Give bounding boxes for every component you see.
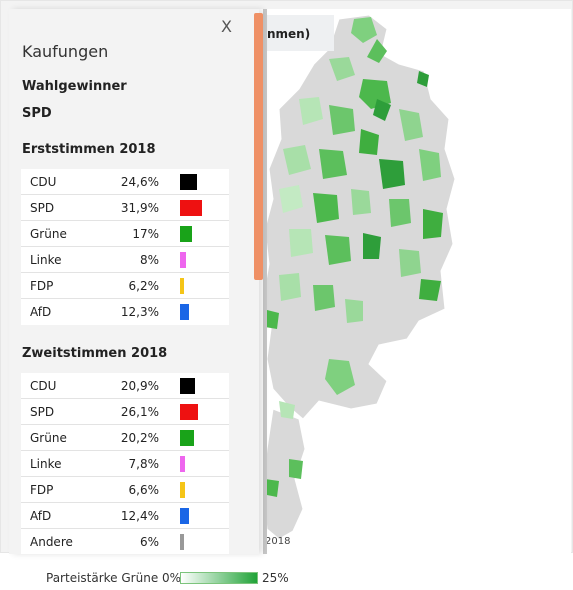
map-green-districts[interactable] (263, 17, 443, 497)
legend-max-label: 25% (262, 571, 289, 585)
party-name: CDU (30, 379, 57, 393)
vote-row: CDU 20,9% (21, 373, 229, 399)
map-title: nmen) (259, 15, 334, 51)
party-percentage: 17% (132, 227, 159, 241)
party-color-swatch (180, 226, 192, 242)
party-name: Grüne (30, 227, 67, 241)
scrollbar-track[interactable] (263, 9, 267, 554)
party-percentage: 12,3% (120, 305, 159, 319)
party-percentage: 7,8% (128, 457, 160, 471)
party-percentage: 20,2% (120, 431, 159, 445)
vote-row: SPD 31,9% (21, 195, 229, 221)
party-name: AfD (30, 305, 52, 319)
info-sidebar: X Kaufungen Wahlgewinner SPD Erststimmen… (9, 9, 259, 554)
party-color-swatch (180, 278, 184, 294)
close-button[interactable]: X (221, 17, 232, 36)
party-name: Linke (30, 253, 62, 267)
party-color-swatch (180, 378, 195, 394)
party-name: Andere (30, 535, 73, 549)
party-name: SPD (30, 201, 55, 215)
legend-gradient-bar (180, 572, 258, 584)
zweitstimmen-table: CDU 20,9% SPD 26,1% Grüne 20,2% Linke 7,8% FDP 6,… (21, 373, 229, 554)
app-frame: nmen) 2018 X Kaufungen Wahlgewinner SPD … (0, 0, 573, 554)
vote-row: Linke 8% (21, 247, 229, 273)
erststimmen-title: Erststimmen 2018 (22, 142, 156, 157)
party-name: FDP (30, 279, 54, 293)
party-color-swatch (180, 456, 185, 472)
party-color-swatch (180, 252, 186, 268)
party-percentage: 24,6% (120, 175, 159, 189)
party-percentage: 6,6% (128, 483, 160, 497)
vote-row: FDP 6,6% (21, 477, 229, 503)
legend-label: Parteistärke Grüne 0% (46, 571, 182, 585)
party-percentage: 6,2% (128, 279, 160, 293)
party-color-swatch (180, 508, 189, 524)
winner-value: SPD (22, 106, 52, 121)
party-percentage: 12,4% (120, 509, 159, 523)
party-color-swatch (180, 174, 197, 190)
party-color-swatch (180, 534, 184, 550)
party-percentage: 8% (139, 253, 159, 267)
region-title: Kaufungen (22, 42, 109, 61)
party-percentage: 20,9% (120, 379, 159, 393)
party-color-swatch (180, 404, 198, 420)
map-area[interactable]: nmen) 2018 (259, 9, 571, 554)
party-name: CDU (30, 175, 57, 189)
vote-row: Grüne 20,2% (21, 425, 229, 451)
party-color-swatch (180, 200, 202, 216)
erststimmen-table: CDU 24,6% SPD 31,9% Grüne 17% Linke 8% FDP 6,2% Af… (21, 169, 229, 325)
party-percentage: 26,1% (120, 405, 159, 419)
vote-row: Linke 7,8% (21, 451, 229, 477)
party-color-swatch (180, 482, 185, 498)
party-percentage: 31,9% (120, 201, 159, 215)
vote-row: FDP 6,2% (21, 273, 229, 299)
party-percentage: 6% (139, 535, 159, 549)
vote-row: AfD 12,3% (21, 299, 229, 325)
party-name: SPD (30, 405, 55, 419)
vote-row: SPD 26,1% (21, 399, 229, 425)
scrollbar-thumb[interactable] (254, 13, 263, 280)
party-name: FDP (30, 483, 54, 497)
vote-row: Andere 6% (21, 529, 229, 554)
party-name: Linke (30, 457, 62, 471)
party-color-swatch (180, 430, 194, 446)
winner-label: Wahlgewinner (22, 79, 127, 94)
zweitstimmen-title: Zweitstimmen 2018 (22, 346, 168, 361)
vote-row: CDU 24,6% (21, 169, 229, 195)
vote-row: Grüne 17% (21, 221, 229, 247)
party-name: AfD (30, 509, 52, 523)
party-name: Grüne (30, 431, 67, 445)
party-color-swatch (180, 304, 189, 320)
hessen-map[interactable] (259, 9, 571, 554)
vote-row: AfD 12,4% (21, 503, 229, 529)
map-footer: 2018 (265, 536, 291, 547)
